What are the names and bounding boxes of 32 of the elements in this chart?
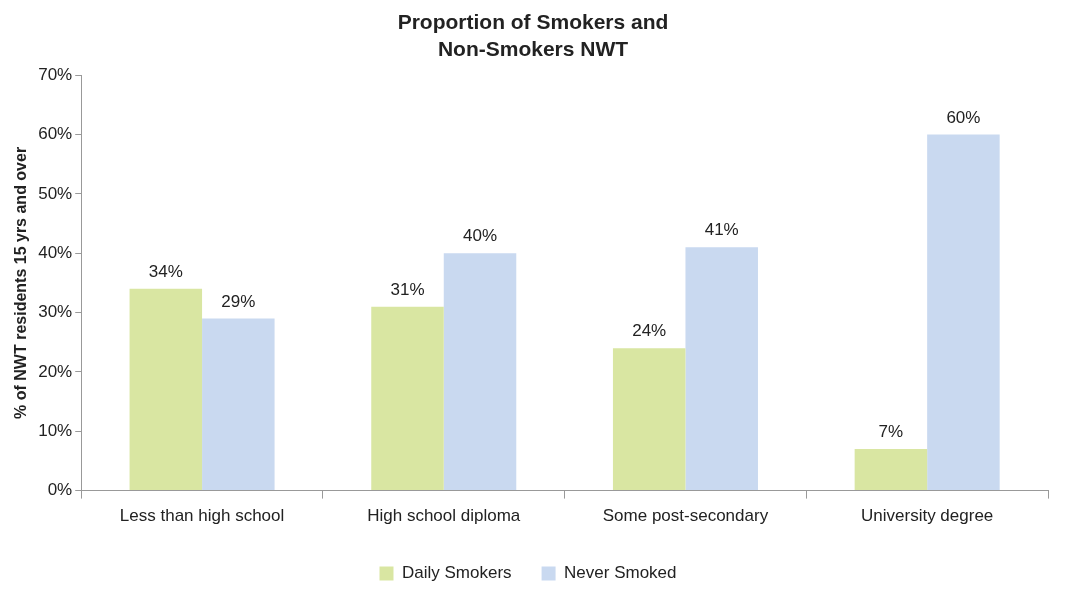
x-tick-label: Some post-secondary [602,506,769,526]
bar [854,449,928,491]
bar [927,134,1000,491]
y-tick-label: 20% [38,361,73,381]
y-tick-label: 50% [38,183,73,203]
data-label: 41% [704,220,739,240]
data-label: 24% [632,321,667,341]
bar [202,318,275,491]
chart-title: Proportion of Smokers and Non-Smokers NWT [396,9,670,62]
y-tick-label: 70% [38,64,73,84]
bar [443,253,517,491]
data-label: 31% [390,279,425,299]
bar [129,288,203,491]
y-tick-label: 60% [38,124,73,144]
data-label: 7% [878,422,904,442]
data-label: 29% [221,291,256,311]
x-tick-label: Less than high school [119,506,285,526]
y-axis-title: % of NWT residents 15 yrs and over [12,146,30,419]
bar [685,247,758,491]
data-label: 34% [148,262,183,282]
bar [371,306,444,491]
x-tick-label: University degree [861,506,994,526]
y-tick-label: 0% [47,480,73,500]
y-tick-label: 40% [38,242,73,262]
data-label: 60% [946,107,981,127]
bar [612,348,686,491]
data-label: 40% [463,226,498,246]
y-tick-label: 30% [38,302,73,322]
legend-label: Daily Smokers [401,563,512,583]
legend-label: Never Smoked [564,563,677,583]
x-tick-label: High school diploma [367,506,521,526]
y-tick-label: 10% [38,420,73,440]
